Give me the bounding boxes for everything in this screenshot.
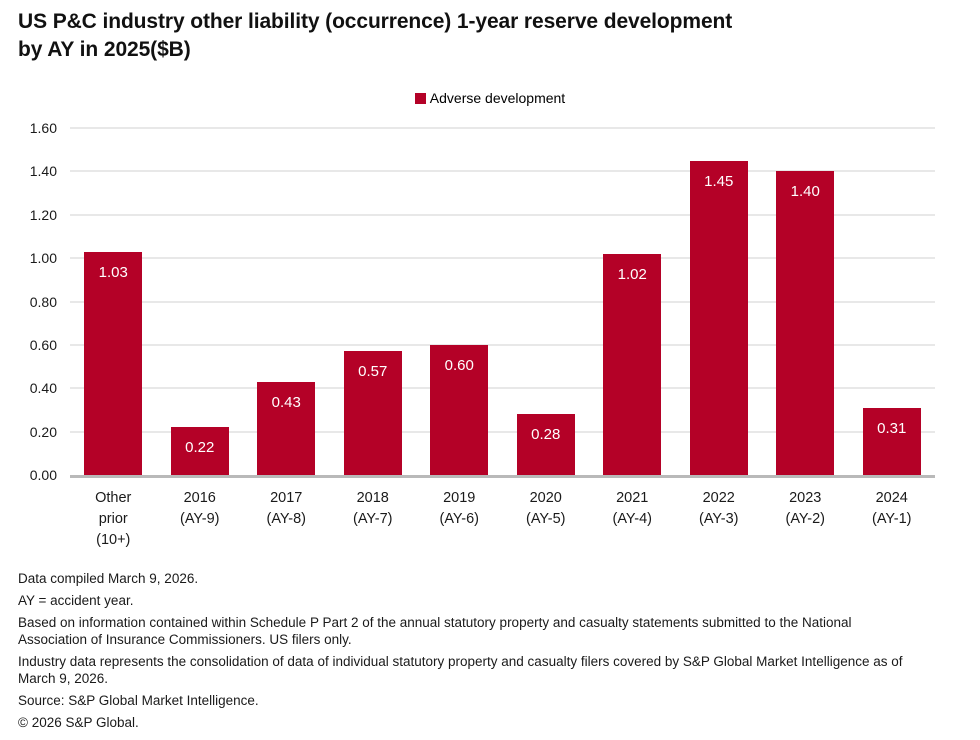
- bar: 0.60: [430, 344, 489, 475]
- x-axis-category-label: 2016 (AY-9): [180, 490, 220, 527]
- y-gridline: [70, 170, 935, 173]
- y-axis-tick-label: 0.40: [29, 380, 57, 397]
- x-axis-category-label: 2021 (AY-4): [612, 490, 653, 527]
- bar-value-label: 0.57: [358, 363, 388, 381]
- y-gridline: [70, 300, 935, 303]
- y-axis-tick-label: 1.20: [29, 206, 57, 223]
- bar: 1.03: [84, 251, 143, 475]
- y-axis-tick-label: 0.00: [29, 467, 57, 483]
- bar: 1.02: [603, 253, 662, 475]
- bar: 0.43: [257, 381, 316, 475]
- x-axis-category-label: 2017 (AY-8): [266, 490, 307, 527]
- bar: 0.57: [343, 351, 402, 475]
- x-axis-line: [70, 475, 935, 478]
- x-axis-category-label: 2022 (AY-3): [699, 490, 739, 527]
- bar-value-label: 1.45: [704, 172, 734, 190]
- legend-label: Adverse development: [429, 90, 566, 106]
- bar-value-label: 1.03: [98, 263, 128, 281]
- chart-title: US P&C industry other liability (occurre…: [18, 8, 948, 64]
- x-axis-category-label: 2019 (AY-6): [439, 490, 480, 527]
- bar: 1.40: [776, 171, 835, 475]
- footnote-data-compiled: Data compiled March 9, 2026.: [18, 571, 199, 586]
- bar-value-label: 0.43: [271, 393, 301, 411]
- y-axis-tick-label: 0.60: [29, 336, 57, 353]
- bar: 0.28: [516, 414, 575, 475]
- x-axis-category-label: 2024 (AY-1): [872, 490, 912, 527]
- y-gridline: [70, 343, 935, 346]
- chart-title-line1: US P&C industry other liability (occurre…: [18, 10, 733, 33]
- y-axis-tick-label: 0.20: [29, 423, 57, 440]
- chart-legend: Adverse development: [0, 90, 980, 106]
- footnote-source: Source: S&P Global Market Intelligence.: [18, 693, 259, 708]
- bar-value-label: 0.31: [877, 419, 907, 437]
- chart-title-line2: by AY in 2025($B): [18, 38, 191, 61]
- legend-swatch-icon: [414, 92, 426, 104]
- bar: 0.31: [862, 407, 921, 475]
- footnote-ay-definition: AY = accident year.: [18, 593, 134, 608]
- y-axis-tick-label: 1.40: [29, 163, 57, 180]
- y-axis-tick-label: 0.80: [29, 293, 57, 310]
- bar-value-label: 1.02: [617, 265, 647, 283]
- x-axis-category-label: Other prior (10+): [95, 490, 132, 548]
- x-axis-category-label: 2018 (AY-7): [353, 490, 393, 527]
- y-axis-tick-label: 1.60: [29, 120, 57, 136]
- bar: 0.22: [170, 427, 229, 475]
- y-gridline: [70, 213, 935, 216]
- x-axis-category-label: 2023 (AY-2): [785, 490, 826, 527]
- y-axis-tick-label: 1.00: [29, 250, 57, 267]
- bar-value-label: 1.40: [790, 183, 820, 201]
- footnote-copyright: © 2026 S&P Global.: [18, 715, 139, 730]
- footnote-industry-data: Industry data represents the consolidati…: [18, 654, 903, 686]
- x-axis-category-label: 2020 (AY-5): [526, 490, 566, 527]
- bar-value-label: 0.22: [185, 439, 215, 457]
- bar-value-label: 0.60: [444, 356, 474, 374]
- y-gridline: [70, 430, 935, 433]
- footnotes: Data compiled March 9, 2026. AY = accide…: [18, 570, 923, 736]
- y-gridline: [70, 387, 935, 390]
- bar: 1.45: [689, 160, 748, 475]
- y-gridline: [70, 257, 935, 260]
- footnote-schedule-p: Based on information contained within Sc…: [18, 615, 852, 647]
- y-gridline: [70, 127, 935, 129]
- bar-value-label: 0.28: [531, 426, 561, 444]
